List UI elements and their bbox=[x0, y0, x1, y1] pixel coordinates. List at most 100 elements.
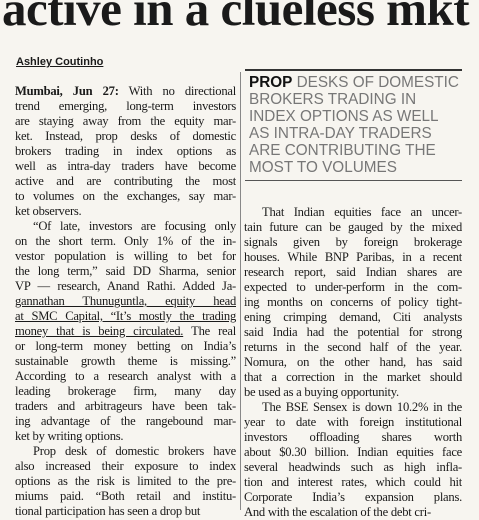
text-line: signals given by foreign brokerage bbox=[244, 235, 462, 250]
text: ket by writing options. bbox=[15, 429, 124, 443]
text-line: vestor population is willing to bet for bbox=[15, 249, 236, 264]
pull-quote: PROP DESKS OF DOMESTIC BROKERS TRADING IN… bbox=[245, 69, 462, 181]
headline: active in a clueless mkt bbox=[2, 0, 470, 36]
underlined-text: gannathan Thunuguntla, equity head bbox=[15, 294, 236, 308]
text: ing months on concerns of policy tight- bbox=[244, 295, 462, 309]
text: sustainable growth theme is missing.” bbox=[15, 354, 236, 368]
text-line: ening crimping demand, Citi analysts bbox=[244, 310, 462, 325]
text: With no directional bbox=[118, 84, 236, 98]
quote-text: MOST TO VOLUMES bbox=[249, 159, 397, 176]
text-line: options as the risk is limited to the pr… bbox=[15, 474, 236, 489]
text: tional participation has seen a drop but bbox=[15, 504, 201, 518]
text: investors offloading shares worth bbox=[244, 430, 462, 444]
text: And with the escalation of the debt cri- bbox=[244, 505, 431, 519]
text: brokers trading in index options as bbox=[15, 144, 236, 158]
text: According to a research analyst with a bbox=[15, 369, 236, 383]
text-line: investors offloading shares worth bbox=[244, 430, 462, 445]
text: Nomura, on the other hand, has said bbox=[244, 355, 462, 369]
text: The BSE Sensex is down 10.2% in the bbox=[262, 400, 462, 414]
text: VP — research, Anand Rathi. Added Ja- bbox=[15, 279, 236, 293]
quote-line: ARE CONTRIBUTING THE bbox=[245, 142, 462, 159]
text: also increased their exposure to index bbox=[15, 459, 236, 473]
text-line: expected to under-perform in the com- bbox=[244, 280, 462, 295]
text: miums paid. “Both retail and institu- bbox=[15, 489, 236, 503]
text-line: traders and arbitrageurs have been tak- bbox=[15, 399, 236, 414]
text: on the short term. Only 1% of the in- bbox=[15, 234, 236, 248]
text: signals given by foreign brokerage bbox=[244, 235, 462, 249]
text: year to date with foreign institutional bbox=[244, 415, 462, 429]
text: about $0.30 billion. Indian equities fac… bbox=[244, 445, 462, 459]
text-line: that a correction in the market should bbox=[244, 370, 462, 385]
text-line: Prop desk of domestic brokers have bbox=[15, 444, 236, 459]
text-line: active and are contributing the most bbox=[15, 174, 236, 189]
dateline: Mumbai, Jun 27: bbox=[15, 84, 119, 98]
underlined-text: money that is being circulated. bbox=[15, 324, 184, 338]
right-column: That Indian equities face an uncer-tain … bbox=[244, 205, 462, 520]
text-line: “Of late, investors are focusing only bbox=[15, 219, 236, 234]
text: traders and arbitrageurs have been tak- bbox=[15, 399, 236, 413]
text: tain future can be gauged by the mixed bbox=[244, 220, 462, 234]
text-line: said India had the potential for strong bbox=[244, 325, 462, 340]
text: or long-term money betting on India’s bbox=[15, 339, 236, 353]
text-line: research report, said Indian shares are bbox=[244, 265, 462, 280]
text-line: VP — research, Anand Rathi. Added Ja- bbox=[15, 279, 236, 294]
text: said India had the potential for strong bbox=[244, 325, 462, 339]
text: several headwinds such as high infla- bbox=[244, 460, 462, 474]
quote-text: BROKERS TRADING IN bbox=[249, 91, 417, 108]
quote-text: INDEX OPTIONS AS WELL bbox=[249, 108, 439, 125]
left-column: Mumbai, Jun 27: With no directional trend… bbox=[15, 84, 236, 519]
text-line: ket by writing options. bbox=[15, 429, 236, 444]
text-line: be used as a buying opportunity. bbox=[244, 385, 462, 400]
text-line: Nomura, on the other hand, has said bbox=[244, 355, 462, 370]
text: leading brokerage firm, many day bbox=[15, 384, 236, 398]
quote-line: MOST TO VOLUMES bbox=[245, 159, 462, 176]
text: be used as a buying opportunity. bbox=[244, 385, 399, 399]
quote-lead: PROP bbox=[249, 74, 293, 91]
text-line: Mumbai, Jun 27: With no directional bbox=[15, 84, 236, 99]
quote-text: AS INTRA-DAY TRADERS bbox=[249, 125, 432, 142]
text-line: ing advantage of the rangebound mar- bbox=[15, 414, 236, 429]
text-line: also increased their exposure to index bbox=[15, 459, 236, 474]
text-line: ket observers. bbox=[15, 204, 236, 219]
quote-line: BROKERS TRADING IN bbox=[245, 91, 462, 108]
text: are staying away from the equity mar- bbox=[15, 114, 236, 128]
text: active and are contributing the most bbox=[15, 174, 236, 188]
text-line: The BSE Sensex is down 10.2% in the bbox=[244, 400, 462, 415]
quote-line: INDEX OPTIONS AS WELL bbox=[245, 108, 462, 125]
text-line: at SMC Capital, “It’s mostly the trading bbox=[15, 309, 236, 324]
quote-text: DESKS OF DOMESTIC bbox=[292, 74, 459, 91]
text: to volumes on the exchanges, say mar- bbox=[15, 189, 236, 203]
text-line: the long term,” said DD Sharma, senior bbox=[15, 264, 236, 279]
quote-line: AS INTRA-DAY TRADERS bbox=[245, 125, 462, 142]
text-line: brokers trading in index options as bbox=[15, 144, 236, 159]
text-line: sustainable growth theme is missing.” bbox=[15, 354, 236, 369]
text-line: about $0.30 billion. Indian equities fac… bbox=[244, 445, 462, 460]
text: research report, said Indian shares are bbox=[244, 265, 462, 279]
text-line: And with the escalation of the debt cri- bbox=[244, 505, 462, 520]
text: trend emerging, long-term investors bbox=[15, 99, 236, 113]
text-line: ing months on concerns of policy tight- bbox=[244, 295, 462, 310]
text-line: returns in the second half of the year. bbox=[244, 340, 462, 355]
text: ing advantage of the rangebound mar- bbox=[15, 414, 236, 428]
text: returns in the second half of the year. bbox=[244, 340, 462, 354]
underlined-text: at SMC Capital, “It’s mostly the trading bbox=[15, 309, 236, 323]
text-line: tional participation has seen a drop but bbox=[15, 504, 236, 519]
text-line: Corporate India’s expansion plans. bbox=[244, 490, 462, 505]
text: “Of late, investors are focusing only bbox=[33, 219, 236, 233]
text: that a correction in the market should bbox=[244, 370, 462, 384]
byline: Ashley Coutinho bbox=[16, 56, 104, 68]
text-line: That Indian equities face an uncer- bbox=[244, 205, 462, 220]
text-line: tion and interest rates, which could hit bbox=[244, 475, 462, 490]
text: houses. While BNP Paribas, in a recent bbox=[244, 250, 462, 264]
text-line: miums paid. “Both retail and institu- bbox=[15, 489, 236, 504]
text: tion and interest rates, which could hit bbox=[244, 475, 462, 489]
text-line: money that is being circulated. The real bbox=[15, 324, 236, 339]
text-line: on the short term. Only 1% of the in- bbox=[15, 234, 236, 249]
column-rule bbox=[240, 72, 241, 510]
text-line: are staying away from the equity mar- bbox=[15, 114, 236, 129]
text-line: tain future can be gauged by the mixed bbox=[244, 220, 462, 235]
text-line: According to a research analyst with a bbox=[15, 369, 236, 384]
text-line: year to date with foreign institutional bbox=[244, 415, 462, 430]
text-line: houses. While BNP Paribas, in a recent bbox=[244, 250, 462, 265]
